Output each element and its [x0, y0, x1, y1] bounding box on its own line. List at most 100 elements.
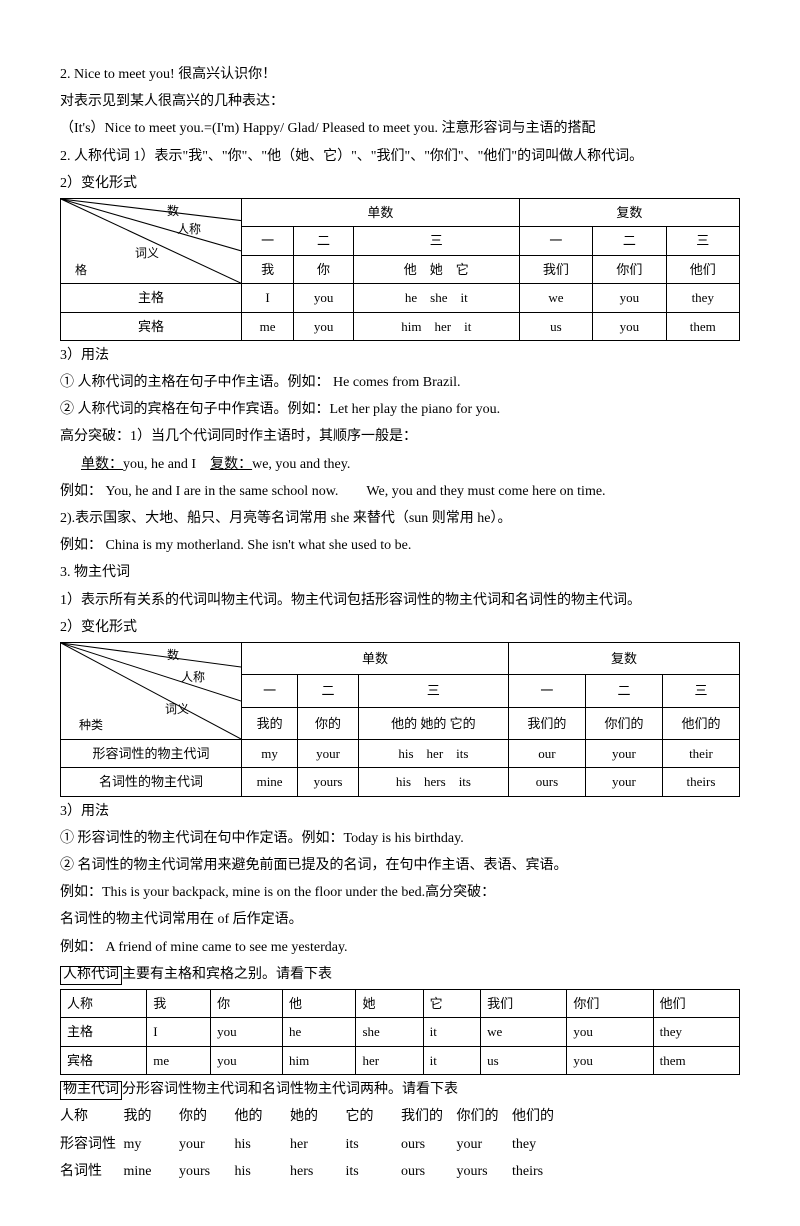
cell: 人称	[60, 1104, 120, 1129]
cell: 你的	[179, 1104, 231, 1129]
personal-pronoun-table: 数 人称 词义 格 单数 复数 一 二 三 一 二 三 我 你 他 她 它 我们…	[60, 198, 740, 341]
text-line: 对表示见到某人很高兴的几种表达：	[60, 89, 740, 114]
boxed-term: 物主代词	[60, 1081, 122, 1100]
table-cell: 一	[519, 227, 592, 255]
table-cell: I	[147, 1018, 211, 1046]
table-cell: your	[298, 739, 359, 767]
table-cell: 三	[353, 227, 519, 255]
text-line: 3. 物主代词	[60, 560, 740, 585]
table-cell: 我的	[242, 707, 298, 739]
possessive-pronoun-table: 数 人称 词义 种类 单数 复数 一 二 三 一 二 三 我的 你的 他的 她的…	[60, 642, 740, 797]
cell: its	[346, 1159, 398, 1184]
ul-text: we, you and they.	[252, 457, 350, 472]
row-label: 主格	[61, 284, 242, 312]
cell: your	[457, 1132, 509, 1157]
text-line: 2).表示国家、大地、船只、月亮等名词常用 she 来替代（sun 则常用 he…	[60, 506, 740, 531]
table-cell: yours	[298, 768, 359, 796]
cell: my	[124, 1132, 176, 1157]
table-cell: 你	[294, 255, 354, 283]
table-cell: your	[585, 768, 662, 796]
table-cell: 三	[358, 675, 508, 707]
unboxed-row: 名词性 mine yours his hers its ours yours t…	[60, 1159, 740, 1184]
text-line: 2）变化形式	[60, 615, 740, 640]
table-cell: him her it	[353, 312, 519, 340]
table-cell: 我	[147, 990, 211, 1018]
cell: his	[235, 1159, 287, 1184]
table-cell: 你们	[567, 990, 653, 1018]
cell: ours	[401, 1132, 453, 1157]
cell: 他的	[235, 1104, 287, 1129]
table-cell: they	[653, 1018, 739, 1046]
row-label: 名词性的物主代词	[61, 768, 242, 796]
table-cell: it	[423, 1018, 481, 1046]
table-cell: you	[593, 284, 666, 312]
table-cell: them	[653, 1046, 739, 1074]
table-cell: me	[147, 1046, 211, 1074]
table-cell: 一	[508, 675, 585, 707]
diag-label: 人称	[177, 219, 201, 241]
table-cell: you	[567, 1018, 653, 1046]
table-header: 单数	[242, 198, 520, 226]
table-cell: you	[211, 1018, 283, 1046]
cell: yours	[457, 1159, 509, 1184]
table-cell: 它	[423, 990, 481, 1018]
cell: 形容词性	[60, 1132, 120, 1157]
text-line: 3）用法	[60, 343, 740, 368]
table-cell: 三	[662, 675, 739, 707]
cell: your	[179, 1132, 231, 1157]
text-line: 例如： A friend of mine came to see me yest…	[60, 935, 740, 960]
table-cell: 一	[242, 227, 294, 255]
table-cell: he	[283, 1018, 356, 1046]
table-cell: 我	[242, 255, 294, 283]
cell: 名词性	[60, 1159, 120, 1184]
table-cell: 人称	[61, 990, 147, 1018]
text-line: 人称代词主要有主格和宾格之别。请看下表	[60, 962, 740, 987]
text-line: （It's）Nice to meet you.=(I'm) Happy/ Gla…	[60, 116, 740, 141]
table-cell: us	[519, 312, 592, 340]
diagonal-header: 数 人称 词义 格	[61, 198, 242, 283]
cell: mine	[124, 1159, 176, 1184]
table-header: 复数	[508, 642, 739, 674]
table-row: 人称 我 你 他 她 它 我们 你们 他们	[61, 990, 740, 1018]
ul-text: 复数：	[210, 457, 252, 472]
table-cell: you	[294, 284, 354, 312]
cell: hers	[290, 1159, 342, 1184]
row-label: 形容词性的物主代词	[61, 739, 242, 767]
cell: 我们的	[401, 1104, 453, 1129]
cell: ours	[401, 1159, 453, 1184]
table-cell: we	[481, 1018, 567, 1046]
trailing-text: 分形容词性物主代词和名词性物主代词两种。请看下表	[122, 1082, 458, 1097]
ul-text: you, he and I	[123, 457, 196, 472]
table-cell: our	[508, 739, 585, 767]
table-cell: me	[242, 312, 294, 340]
cell: 我的	[124, 1104, 176, 1129]
table-cell: 你的	[298, 707, 359, 739]
table-cell: 一	[242, 675, 298, 707]
table-cell: their	[662, 739, 739, 767]
table-cell: 二	[593, 227, 666, 255]
text-line: 高分突破：1）当几个代词同时作主语时，其顺序一般是：	[60, 424, 740, 449]
table-cell: 主格	[61, 1018, 147, 1046]
cell: 你们的	[457, 1104, 509, 1129]
row-label: 宾格	[61, 312, 242, 340]
text-line: 3）用法	[60, 799, 740, 824]
table-cell: I	[242, 284, 294, 312]
cell: 它的	[346, 1104, 398, 1129]
cell: theirs	[512, 1159, 564, 1184]
diag-label: 数	[167, 645, 179, 667]
heading-cn: 很高兴认识你！	[175, 67, 277, 82]
table-header: 单数	[242, 642, 509, 674]
unboxed-row: 形容词性 my your his her its ours your they	[60, 1132, 740, 1157]
table-cell: theirs	[662, 768, 739, 796]
table-cell: we	[519, 284, 592, 312]
table-cell: 我们的	[508, 707, 585, 739]
table-cell: 我们	[519, 255, 592, 283]
heading-en: 2. Nice to meet you!	[60, 67, 175, 82]
table-cell: him	[283, 1046, 356, 1074]
table-cell: 二	[298, 675, 359, 707]
table-cell: them	[666, 312, 739, 340]
table-cell: 他们的	[662, 707, 739, 739]
table-cell: 他 她 它	[353, 255, 519, 283]
table-cell: 他的 她的 它的	[358, 707, 508, 739]
table-cell: his hers its	[358, 768, 508, 796]
